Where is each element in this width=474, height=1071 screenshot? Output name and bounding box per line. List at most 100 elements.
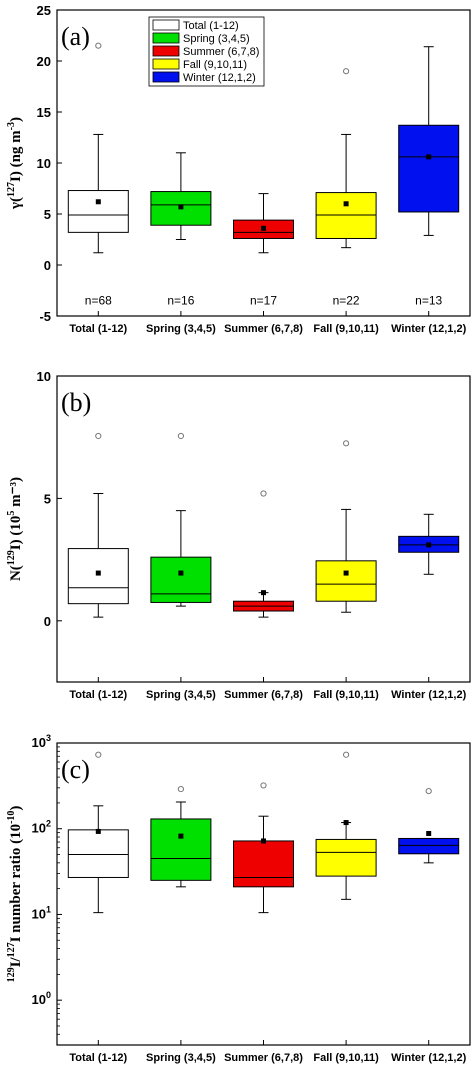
box-iqr xyxy=(150,556,212,603)
y-tick-label: 0 xyxy=(44,614,51,629)
outlier-point xyxy=(95,432,102,440)
outlier-point xyxy=(260,782,267,789)
legend-label: Total (1-12) xyxy=(183,20,239,32)
y-tick-label: 25 xyxy=(37,3,51,18)
mean-marker xyxy=(178,833,184,839)
legend-label: Winter (12,1,2) xyxy=(183,72,256,84)
legend-label: Spring (3,4,5) xyxy=(183,33,250,45)
x-tick-label: Fall (9,10,11) xyxy=(313,1052,379,1064)
box-5 xyxy=(398,513,460,575)
y-axis-label: γ(127I) (ng m-3) xyxy=(6,117,24,210)
mean-marker xyxy=(95,570,101,576)
box-iqr xyxy=(67,190,129,233)
y-tick-label: 102 xyxy=(32,819,51,836)
sample-count-label: n=16 xyxy=(167,294,194,308)
x-tick-label: Summer (6,7,8) xyxy=(224,323,303,335)
y-axis-label: 129I/127I number ratio (10-10) xyxy=(6,806,24,983)
sample-count-label: n=13 xyxy=(415,294,442,308)
box-1 xyxy=(67,751,129,914)
box-iqr xyxy=(67,548,129,605)
legend-label: Fall (9,10,11) xyxy=(183,59,247,71)
panel-label: (c) xyxy=(61,755,90,784)
box-1 xyxy=(67,42,129,254)
legend-swatch xyxy=(152,58,180,70)
box-1 xyxy=(67,432,129,618)
outlier-point xyxy=(343,751,350,758)
y-tick-label: 10 xyxy=(37,369,51,384)
sample-count-label: n=17 xyxy=(250,294,277,308)
y-tick-label: 5 xyxy=(44,207,51,222)
outlier-point xyxy=(95,42,102,49)
y-tick-label: -5 xyxy=(39,309,51,324)
panel-label: (b) xyxy=(61,388,91,417)
y-tick-label: 103 xyxy=(32,733,51,750)
x-tick-label: Spring (3,4,5) xyxy=(146,689,216,701)
x-tick-label: Total (1-12) xyxy=(69,1052,127,1064)
x-tick-label: Spring (3,4,5) xyxy=(146,1052,216,1064)
box-iqr xyxy=(315,560,377,602)
outlier-point xyxy=(343,68,350,75)
x-tick-label: Total (1-12) xyxy=(69,689,127,701)
x-tick-label: Summer (6,7,8) xyxy=(224,689,303,701)
x-tick-label: Summer (6,7,8) xyxy=(224,1052,303,1064)
outlier-point xyxy=(260,490,267,497)
box-iqr xyxy=(398,837,460,855)
y-tick-label: 101 xyxy=(32,904,51,921)
y-tick-label: 20 xyxy=(37,54,51,69)
mean-marker xyxy=(95,199,101,205)
y-tick-label: 5 xyxy=(44,491,51,506)
box-iqr xyxy=(315,192,377,239)
sample-count-label: n=68 xyxy=(85,294,112,308)
outlier-point xyxy=(425,787,432,795)
x-tick-label: Total (1-12) xyxy=(69,323,127,335)
mean-marker xyxy=(95,828,101,834)
panel-label: (a) xyxy=(61,22,90,51)
mean-marker xyxy=(178,204,184,210)
y-tick-label: 0 xyxy=(44,258,51,273)
box-3 xyxy=(233,782,294,914)
chart-panel-3: 100 101 102 103 Total (1-12) Spring (3,4,5) Su… xyxy=(6,733,471,1064)
box-3 xyxy=(233,490,294,618)
outlier-point xyxy=(343,440,350,447)
x-tick-label: Winter (12,1,2) xyxy=(391,323,466,335)
mean-marker xyxy=(426,154,432,160)
y-tick-label: 15 xyxy=(37,105,51,120)
legend-swatch xyxy=(152,32,180,44)
y-axis-label: N(129I) (105 m⁻³) xyxy=(6,477,24,581)
x-tick-label: Fall (9,10,11) xyxy=(313,323,379,335)
mean-marker xyxy=(343,570,349,576)
outlier-point xyxy=(177,432,184,440)
plot-frame xyxy=(56,375,471,683)
box-iqr xyxy=(150,818,212,881)
mean-marker xyxy=(343,820,349,826)
x-tick-label: Winter (12,1,2) xyxy=(391,1052,466,1064)
mean-marker xyxy=(261,838,266,844)
legend-swatch xyxy=(152,71,180,83)
box-iqr xyxy=(233,840,294,888)
legend-label: Summer (6,7,8) xyxy=(183,46,259,58)
box-iqr xyxy=(398,124,460,213)
box-4 xyxy=(315,440,377,613)
legend-swatch xyxy=(152,19,180,31)
box-iqr xyxy=(67,829,129,878)
box-2 xyxy=(150,785,212,888)
mean-marker xyxy=(178,570,184,576)
box-3 xyxy=(233,193,294,254)
mean-marker xyxy=(426,542,432,548)
x-tick-label: Spring (3,4,5) xyxy=(146,323,216,335)
box-5 xyxy=(398,46,460,236)
y-tick-label: 10 xyxy=(37,156,51,171)
chart-panel-2: 0 5 10 Total (1-12) Spring (3,4,5) Summer (6,… xyxy=(6,369,471,701)
mean-marker xyxy=(261,590,266,596)
box-2 xyxy=(150,432,212,607)
y-tick-label: 100 xyxy=(32,990,51,1007)
box-4 xyxy=(315,751,377,900)
mean-marker xyxy=(426,830,432,836)
outlier-point xyxy=(95,751,102,758)
x-tick-label: Winter (12,1,2) xyxy=(391,689,466,701)
mean-marker xyxy=(261,225,266,231)
mean-marker xyxy=(343,201,349,207)
box-iqr xyxy=(315,838,377,877)
